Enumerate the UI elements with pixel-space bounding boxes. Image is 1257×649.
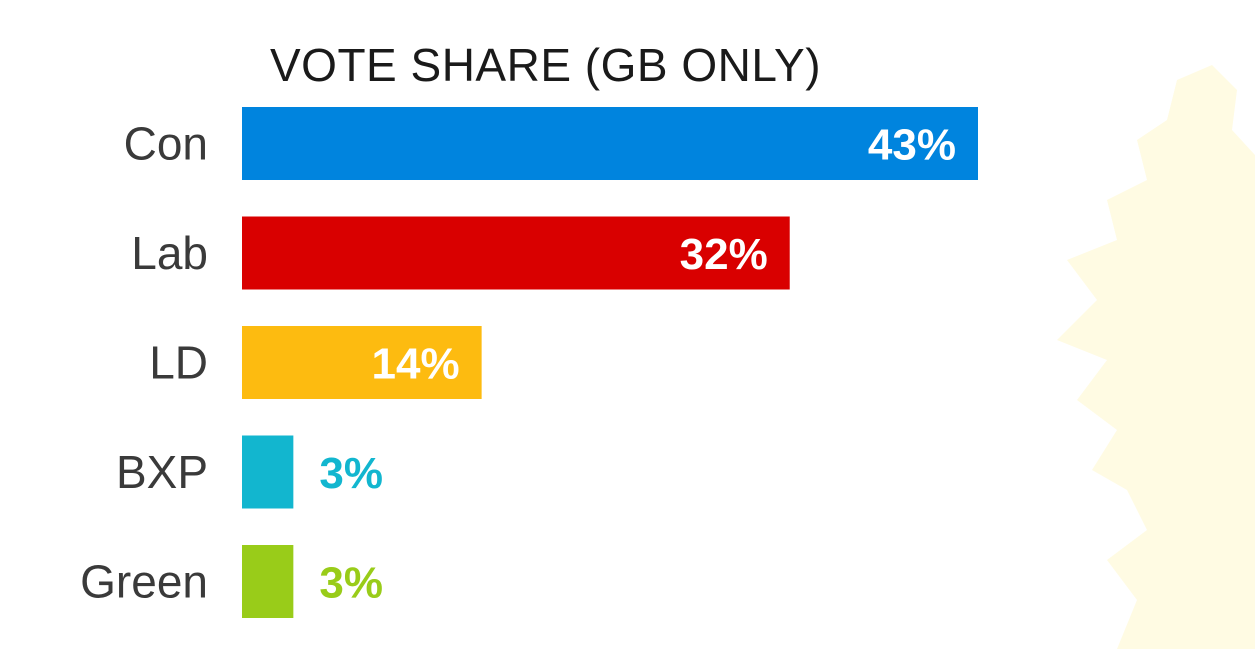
value-label-con: 43%	[868, 121, 956, 170]
chart-title: VOTE SHARE (GB ONLY)	[270, 39, 822, 91]
category-label-bxp: BXP	[116, 446, 208, 498]
bar-green	[242, 545, 294, 618]
bar-bxp	[242, 435, 294, 509]
value-label-lab: 32%	[680, 230, 768, 279]
bar-con	[242, 107, 978, 180]
category-label-lab: Lab	[131, 227, 208, 279]
category-label-ld: LD	[149, 337, 208, 389]
value-label-green: 3%	[319, 559, 383, 608]
value-label-bxp: 3%	[319, 449, 383, 498]
category-label-green: Green	[80, 556, 208, 608]
bar-ld	[242, 326, 482, 399]
value-label-ld: 14%	[372, 340, 460, 389]
category-label-con: Con	[124, 118, 208, 170]
background-map-decoration	[1057, 65, 1255, 649]
bar-lab	[242, 216, 790, 290]
